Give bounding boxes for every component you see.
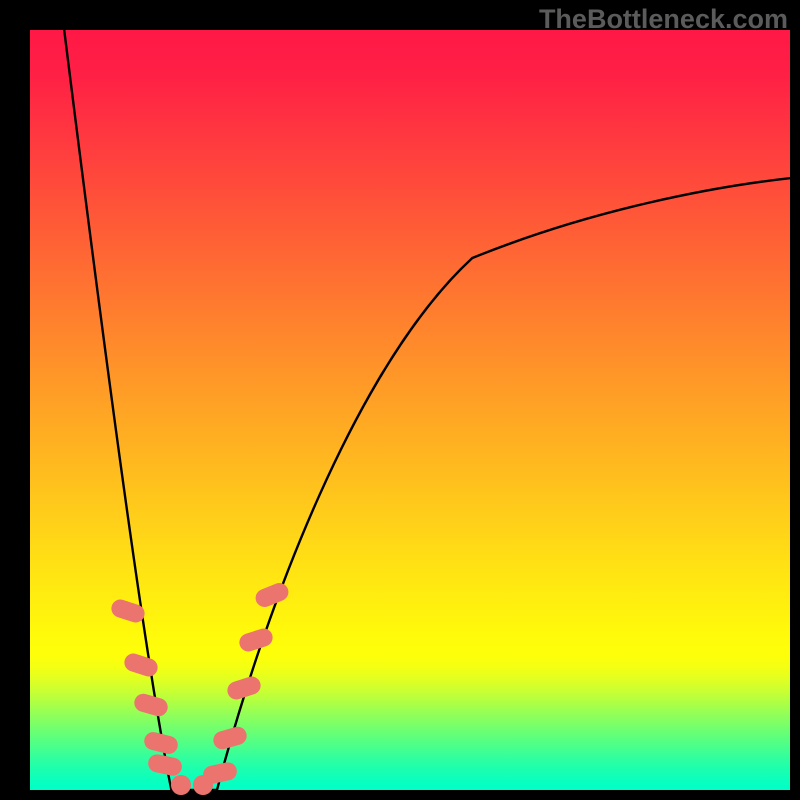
watermark-text: TheBottleneck.com xyxy=(539,4,788,35)
curve-marker xyxy=(171,775,191,795)
gradient-background xyxy=(30,30,790,790)
plot-area xyxy=(30,30,790,790)
chart-root: TheBottleneck.com xyxy=(0,0,800,800)
